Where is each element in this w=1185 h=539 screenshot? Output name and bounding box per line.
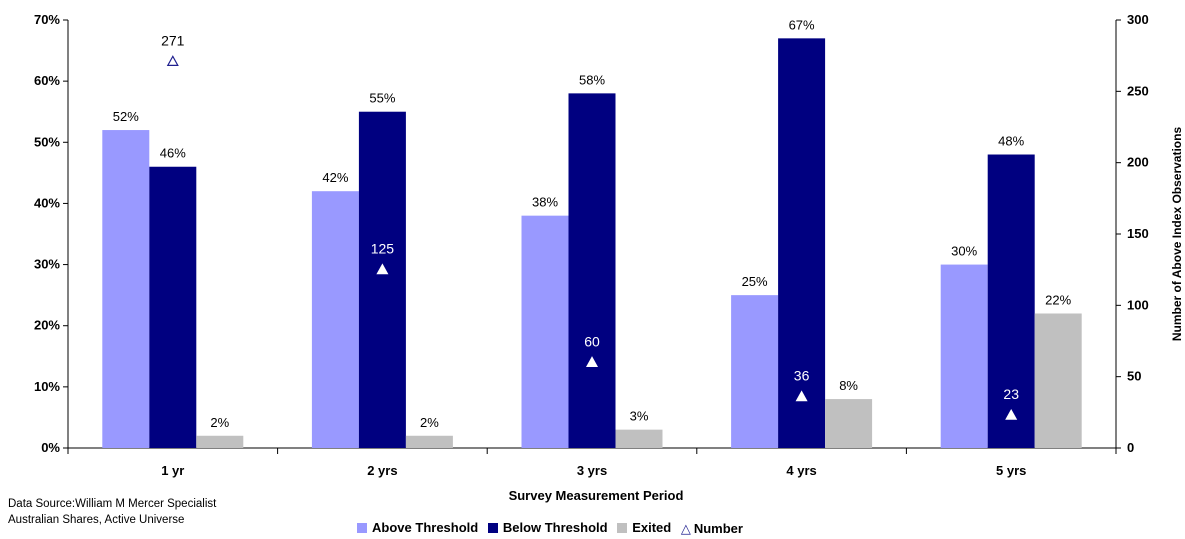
left-tick-label: 60% bbox=[34, 73, 60, 88]
bar-data-label: 58% bbox=[579, 72, 605, 87]
bar-data-label: 3% bbox=[630, 409, 649, 424]
left-tick-label: 70% bbox=[34, 12, 60, 27]
bar bbox=[358, 111, 406, 448]
number-marker bbox=[376, 263, 389, 275]
bar bbox=[196, 435, 244, 448]
bar bbox=[940, 264, 988, 448]
bar-data-label: 2% bbox=[420, 415, 439, 430]
left-tick-label: 40% bbox=[34, 195, 60, 210]
bar-data-label: 8% bbox=[839, 378, 858, 393]
bar bbox=[825, 399, 873, 448]
bar-data-label: 55% bbox=[369, 91, 395, 106]
left-tick-label: 10% bbox=[34, 379, 60, 394]
legend-label-exited: Exited bbox=[632, 520, 672, 535]
bar bbox=[778, 38, 826, 448]
number-marker bbox=[166, 55, 179, 66]
right-axis-title: Number of Above Index Observations bbox=[1170, 127, 1184, 342]
bar bbox=[987, 154, 1035, 448]
right-tick-label: 300 bbox=[1127, 12, 1149, 27]
data-source-note: Data Source:William M Mercer Specialist … bbox=[8, 496, 216, 528]
left-tick-label: 30% bbox=[34, 257, 60, 272]
bar bbox=[102, 130, 150, 449]
bar-data-label: 25% bbox=[742, 274, 768, 289]
right-tick-label: 200 bbox=[1127, 155, 1149, 170]
bar bbox=[311, 191, 359, 448]
bar-data-label: 52% bbox=[113, 109, 139, 124]
bar-data-label: 67% bbox=[789, 17, 815, 32]
right-tick-label: 50 bbox=[1127, 369, 1141, 384]
bar bbox=[521, 215, 569, 448]
bar bbox=[615, 429, 663, 448]
legend-label-below-threshold: Below Threshold bbox=[502, 520, 608, 535]
bar bbox=[149, 166, 197, 448]
legend-item-number: △ Number bbox=[681, 521, 743, 537]
x-tick-label: 1 yr bbox=[161, 463, 184, 478]
bar-data-label: 42% bbox=[322, 170, 348, 185]
x-tick-label: 4 yrs bbox=[786, 463, 816, 478]
bar-data-label: 38% bbox=[532, 195, 558, 210]
data-source-line-1: Data Source:William M Mercer Specialist bbox=[8, 498, 217, 510]
number-data-label: 60 bbox=[584, 333, 600, 349]
legend-swatch-below-threshold bbox=[487, 522, 498, 533]
legend: Above Threshold Below Threshold Exited △… bbox=[0, 520, 1100, 537]
x-axis-title: Survey Measurement Period bbox=[509, 488, 684, 503]
bar-data-label: 22% bbox=[1045, 292, 1071, 307]
left-tick-label: 20% bbox=[34, 318, 60, 333]
number-data-label: 125 bbox=[371, 241, 395, 257]
bar bbox=[731, 295, 779, 448]
plot-area: 0% 10% 20% 30% 40% 50% 60% 70% 0 50 100 150 200 250 30… bbox=[34, 12, 1149, 478]
right-tick-label: 0 bbox=[1127, 440, 1134, 455]
bar bbox=[568, 93, 616, 448]
bar-data-label: 46% bbox=[160, 146, 186, 161]
bar-data-label: 2% bbox=[210, 415, 229, 430]
x-tick-label: 5 yrs bbox=[996, 463, 1026, 478]
right-tick-label: 150 bbox=[1127, 226, 1149, 241]
right-tick-label: 100 bbox=[1127, 297, 1149, 312]
legend-swatch-exited bbox=[617, 522, 628, 533]
bar bbox=[405, 435, 453, 448]
number-data-label: 36 bbox=[794, 368, 810, 384]
data-source-line-2: Australian Shares, Active Universe bbox=[8, 514, 185, 526]
chart: 0% 10% 20% 30% 40% 50% 60% 70% 0 50 100 150 200 250 30… bbox=[34, 12, 1184, 503]
number-marker bbox=[1005, 408, 1018, 420]
legend-item-above-threshold: Above Threshold bbox=[357, 520, 478, 535]
number-marker bbox=[795, 390, 808, 402]
legend-item-exited: Exited bbox=[617, 520, 671, 535]
legend-item-below-threshold: Below Threshold bbox=[487, 520, 608, 535]
bar-data-label: 48% bbox=[998, 134, 1024, 149]
left-tick-label: 0% bbox=[41, 440, 60, 455]
number-marker bbox=[585, 356, 599, 367]
number-data-label: 271 bbox=[161, 32, 185, 48]
right-tick-label: 250 bbox=[1127, 83, 1149, 98]
legend-label-number: Number bbox=[693, 521, 743, 536]
left-tick-label: 50% bbox=[34, 134, 60, 149]
x-tick-label: 2 yrs bbox=[367, 463, 397, 478]
bar bbox=[1034, 313, 1082, 448]
x-tick-label: 3 yrs bbox=[577, 463, 607, 478]
triangle-icon: △ bbox=[680, 520, 691, 536]
legend-label-above-threshold: Above Threshold bbox=[372, 520, 479, 535]
number-data-label: 23 bbox=[1003, 386, 1019, 402]
bar-data-label: 30% bbox=[951, 244, 977, 259]
legend-swatch-above-threshold bbox=[357, 522, 368, 533]
